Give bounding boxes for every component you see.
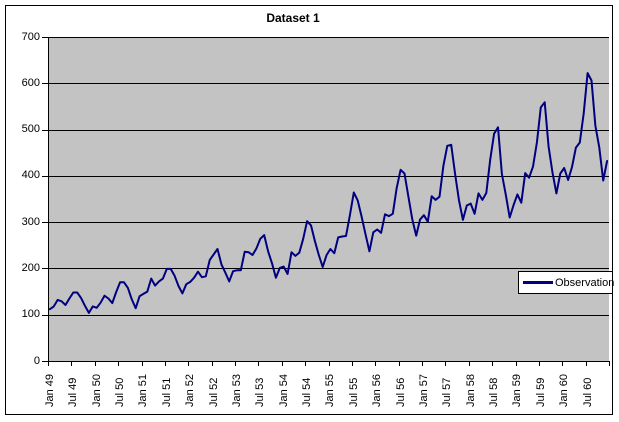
observation-series-line	[48, 72, 609, 314]
chart-title: Dataset 1	[266, 11, 320, 25]
legend-line-sample	[523, 281, 553, 284]
legend: Observation	[518, 271, 615, 294]
legend-label: Observation	[555, 276, 615, 289]
plot-background	[48, 37, 609, 361]
